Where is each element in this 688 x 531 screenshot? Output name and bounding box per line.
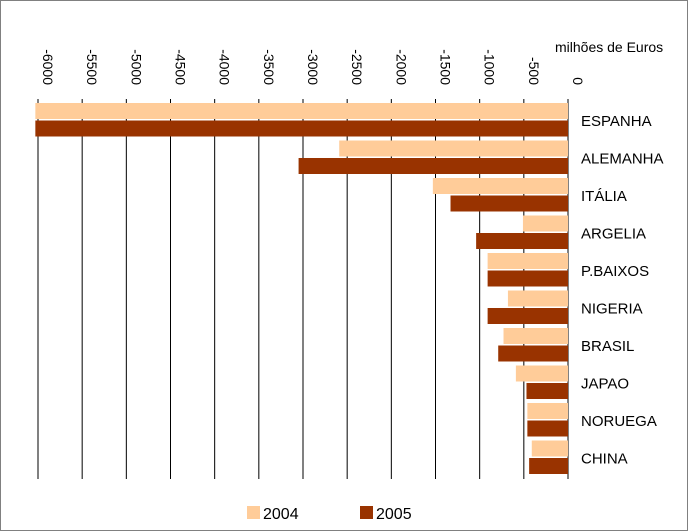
legend-swatch-2004 — [247, 506, 260, 519]
category-label: ARGELIA — [581, 226, 646, 243]
x-tick-label: -3000 — [305, 49, 321, 85]
x-tick-label: -5000 — [128, 49, 144, 85]
bar-2004 — [527, 403, 568, 419]
category-label: ITÁLIA — [581, 188, 627, 205]
x-tick-label: -2000 — [393, 49, 409, 85]
bar-2005 — [529, 458, 568, 474]
x-tick-label: -1500 — [438, 49, 454, 85]
x-tick-label: -3500 — [261, 49, 277, 85]
bar-2005 — [487, 270, 568, 287]
x-tick-labels: -6000 -5500 -5000 -4500 -4000 -3500 -3000 -2500… — [40, 49, 586, 85]
unit-label: milhões de Euros — [555, 39, 663, 55]
bar-2004 — [515, 365, 568, 382]
bar-2004 — [522, 215, 568, 232]
x-tick-label: -4500 — [173, 49, 189, 85]
category-labels: ESPANHA ALEMANHA ITÁLIA ARGELIA P.BAIXOS NIGE… — [581, 113, 664, 468]
bar-2004 — [339, 140, 568, 157]
bar-2005 — [35, 120, 569, 137]
category-label: NORUEGA — [581, 413, 657, 430]
category-label: ESPANHA — [581, 113, 652, 130]
bar-2004 — [35, 103, 569, 119]
bar-2005 — [498, 345, 568, 362]
x-tick-label: 0 — [570, 77, 586, 85]
x-tick-label: -2500 — [349, 49, 365, 85]
category-label: BRASIL — [581, 338, 634, 355]
bar-2005 — [450, 195, 568, 212]
x-tick-label: -5500 — [84, 49, 100, 85]
bar-2004 — [487, 253, 568, 269]
bar-2004 — [432, 178, 568, 194]
bar-2005 — [527, 420, 568, 437]
x-tick-label: -500 — [526, 57, 542, 85]
x-tick-label: -4000 — [217, 49, 233, 85]
bar-2005 — [487, 308, 568, 324]
bar-2004 — [531, 440, 568, 457]
bar-2004 — [503, 328, 568, 344]
category-label: CHINA — [581, 451, 628, 468]
legend: 2004 2005 — [247, 506, 412, 523]
bar-2005 — [476, 233, 568, 249]
x-tick-label: -1000 — [482, 49, 498, 85]
category-label: ALEMANHA — [581, 151, 664, 168]
bar-2005 — [526, 383, 568, 399]
legend-label: 2005 — [376, 506, 412, 523]
legend-label: 2004 — [263, 506, 299, 523]
category-label: JAPAO — [581, 376, 629, 393]
bar-2005 — [298, 158, 568, 174]
category-label: P.BAIXOS — [581, 263, 649, 280]
x-tick-label: -6000 — [40, 49, 56, 85]
bars — [35, 103, 569, 474]
bar-2004 — [507, 290, 568, 307]
category-label: NIGERIA — [581, 301, 643, 318]
legend-swatch-2005 — [360, 506, 373, 519]
